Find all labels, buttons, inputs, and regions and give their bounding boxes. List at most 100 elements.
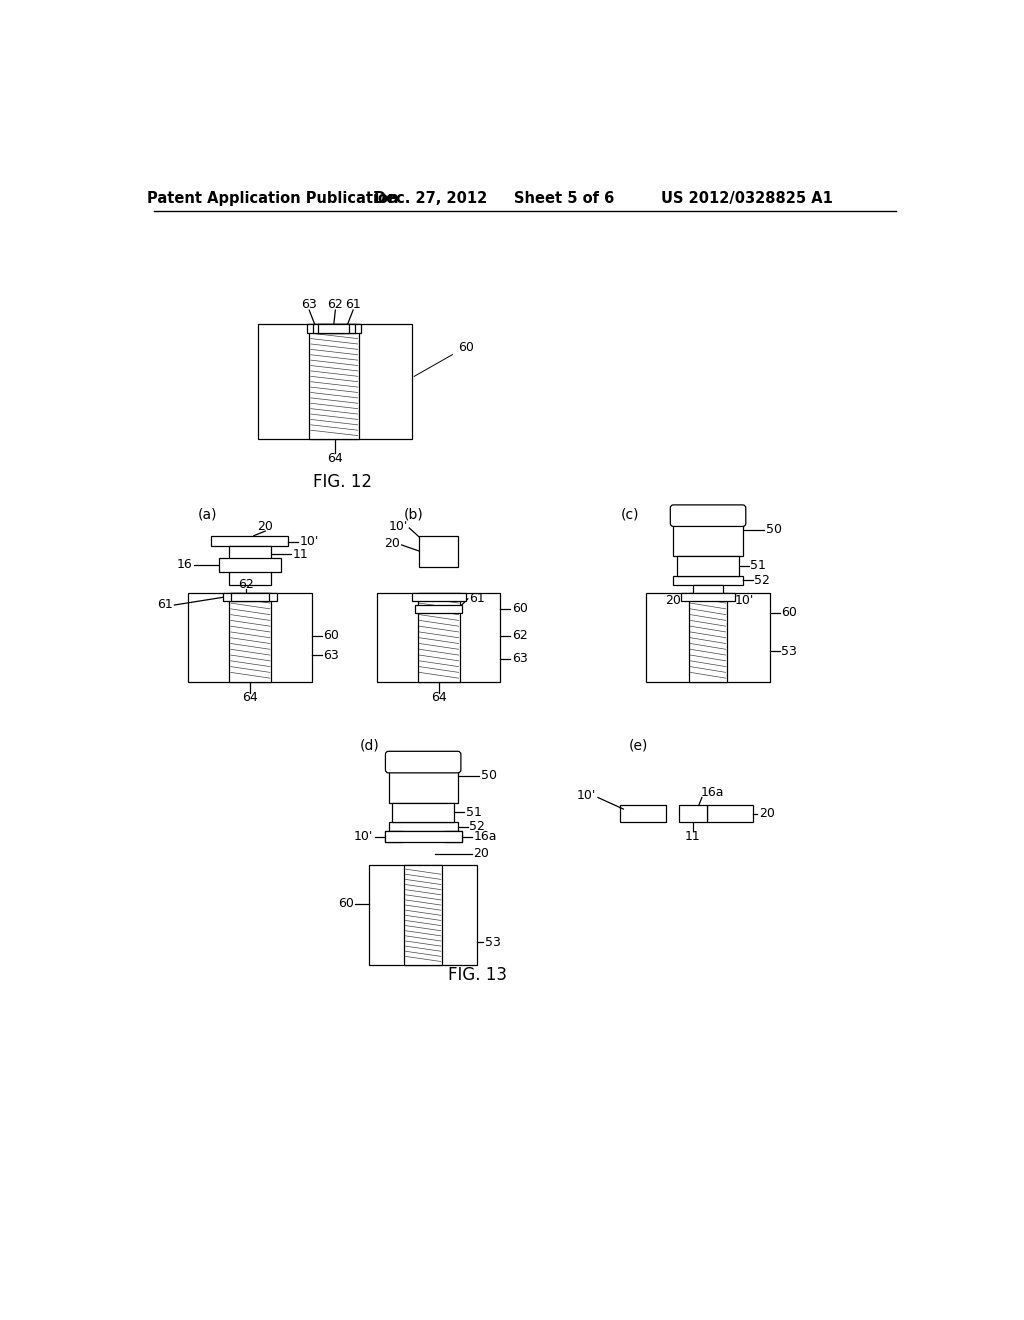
Bar xyxy=(707,805,753,822)
Text: Patent Application Publication: Patent Application Publication xyxy=(147,191,398,206)
Text: 10': 10' xyxy=(388,520,408,533)
Text: 50: 50 xyxy=(481,770,497,783)
Text: 53: 53 xyxy=(484,936,501,949)
Text: 10': 10' xyxy=(578,789,596,803)
Text: 60: 60 xyxy=(781,606,797,619)
Text: 62: 62 xyxy=(239,578,254,591)
Bar xyxy=(444,832,462,842)
Bar xyxy=(258,323,412,440)
Text: 20: 20 xyxy=(384,537,400,550)
Bar xyxy=(309,323,359,440)
Text: 51: 51 xyxy=(466,805,481,818)
Bar xyxy=(646,594,770,682)
Bar xyxy=(679,805,707,822)
Bar xyxy=(681,594,735,601)
Text: FIG. 13: FIG. 13 xyxy=(447,966,507,983)
Text: 10': 10' xyxy=(300,536,319,548)
Text: 20: 20 xyxy=(759,807,775,820)
Bar xyxy=(385,832,401,842)
Bar xyxy=(677,557,739,576)
Bar xyxy=(229,546,271,585)
Text: 63: 63 xyxy=(512,652,527,665)
Text: 10': 10' xyxy=(353,830,373,843)
FancyBboxPatch shape xyxy=(385,751,461,774)
Text: 63: 63 xyxy=(301,298,317,312)
Bar xyxy=(388,822,458,832)
Text: US 2012/0328825 A1: US 2012/0328825 A1 xyxy=(660,191,833,206)
Text: 60: 60 xyxy=(414,341,474,376)
Text: 20: 20 xyxy=(473,847,489,861)
Bar xyxy=(377,594,500,682)
Text: 11: 11 xyxy=(292,548,308,561)
Bar xyxy=(229,594,271,682)
Text: 16a: 16a xyxy=(473,830,497,843)
FancyBboxPatch shape xyxy=(671,506,745,527)
Bar xyxy=(307,323,360,333)
Bar xyxy=(370,866,477,965)
Text: 63: 63 xyxy=(323,648,339,661)
Bar xyxy=(377,594,500,682)
Bar xyxy=(416,605,462,612)
Text: 64: 64 xyxy=(431,690,446,704)
Text: 11: 11 xyxy=(685,829,700,842)
Bar xyxy=(388,822,458,832)
Bar xyxy=(318,323,349,333)
Text: 10': 10' xyxy=(735,594,755,607)
Bar xyxy=(689,594,727,682)
Bar xyxy=(230,594,269,601)
Text: (a): (a) xyxy=(198,507,217,521)
Bar xyxy=(211,536,289,546)
Bar xyxy=(674,576,742,585)
Bar xyxy=(707,805,753,822)
Text: 52: 52 xyxy=(755,574,770,587)
Text: 62: 62 xyxy=(512,630,527,643)
Text: 52: 52 xyxy=(469,820,485,833)
Text: (e): (e) xyxy=(629,738,648,752)
Bar xyxy=(223,594,276,601)
Bar xyxy=(620,805,666,822)
Bar xyxy=(188,594,311,682)
Bar xyxy=(219,558,281,572)
Text: 64: 64 xyxy=(242,690,258,704)
Bar xyxy=(385,832,462,842)
Text: 61: 61 xyxy=(469,593,485,606)
Bar xyxy=(313,323,355,333)
Bar xyxy=(188,594,311,682)
Bar xyxy=(412,594,466,601)
Bar xyxy=(211,536,289,546)
Text: (d): (d) xyxy=(359,738,379,752)
Bar xyxy=(392,803,454,822)
Text: Dec. 27, 2012: Dec. 27, 2012 xyxy=(374,191,487,206)
Text: FIG. 12: FIG. 12 xyxy=(312,473,372,491)
Bar xyxy=(692,585,724,615)
Text: 61: 61 xyxy=(345,298,361,312)
Text: 16: 16 xyxy=(176,558,193,572)
Text: 16a: 16a xyxy=(700,787,724,800)
Bar xyxy=(419,536,458,566)
Bar xyxy=(258,323,412,440)
Bar xyxy=(444,832,462,842)
Text: (c): (c) xyxy=(621,507,639,521)
Bar xyxy=(403,866,442,965)
Text: 60: 60 xyxy=(512,602,527,615)
Text: 51: 51 xyxy=(751,560,766,573)
Text: 53: 53 xyxy=(781,644,797,657)
Bar xyxy=(418,594,460,682)
Bar xyxy=(370,866,477,965)
Text: 64: 64 xyxy=(327,453,342,465)
Bar xyxy=(620,805,666,822)
Text: 62: 62 xyxy=(328,298,343,312)
Bar xyxy=(385,832,401,842)
Text: (b): (b) xyxy=(404,507,424,521)
Text: 60: 60 xyxy=(338,898,354,911)
Text: 61: 61 xyxy=(157,598,173,611)
Text: 60: 60 xyxy=(323,630,339,643)
Bar xyxy=(646,594,770,682)
Text: 20: 20 xyxy=(666,594,681,607)
Bar xyxy=(674,576,742,585)
Bar xyxy=(674,515,742,557)
Text: 50: 50 xyxy=(766,523,781,536)
Text: Sheet 5 of 6: Sheet 5 of 6 xyxy=(514,191,614,206)
Text: 20: 20 xyxy=(257,520,273,533)
Bar xyxy=(388,760,458,803)
